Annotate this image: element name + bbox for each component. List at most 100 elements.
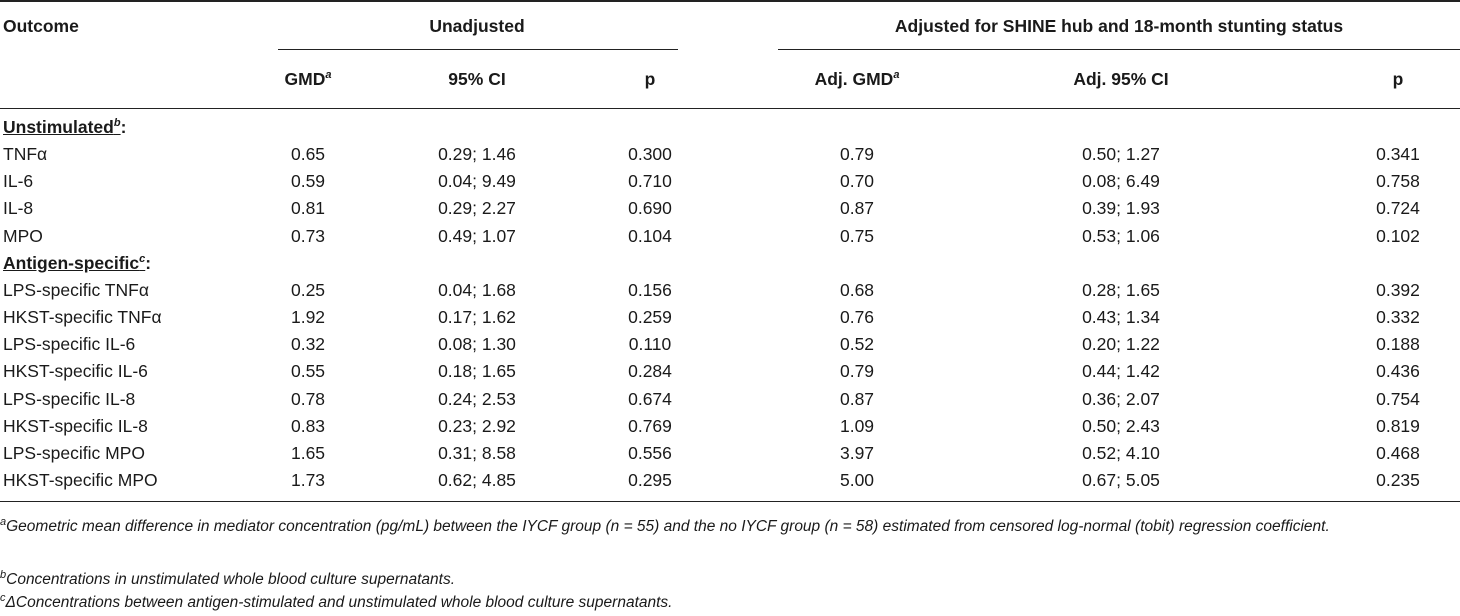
section-title-sup: c [139, 252, 146, 265]
gmd-cell: 0.83 [290, 415, 326, 436]
gmd-cell: 0.78 [290, 388, 326, 409]
adj-gmd-cell: 1.09 [839, 415, 875, 436]
adj-ci-cell: 0.50; 1.27 [1082, 144, 1160, 165]
row-outcome: HKST-specific IL-6 [3, 361, 148, 382]
section-title-sup: b [113, 117, 121, 130]
ci-cell: 0.29; 2.27 [438, 198, 516, 219]
col-adj-gmd-header-sup: a [893, 69, 900, 82]
adj-gmd-cell: 0.70 [839, 171, 875, 192]
adj-p-cell: 0.235 [1376, 469, 1420, 490]
p-cell: 0.710 [628, 171, 672, 192]
gmd-cell: 0.55 [290, 361, 326, 382]
row-outcome: LPS-specific MPO [3, 442, 145, 463]
row-outcome: HKST-specific TNFα [3, 307, 162, 328]
adj-p-cell: 0.468 [1376, 442, 1420, 463]
adj-gmd-cell: 0.52 [839, 334, 875, 355]
section-title: Antigen-specificc: [3, 252, 152, 273]
gmd-cell: 1.73 [290, 469, 326, 490]
ci-cell: 0.62; 4.85 [438, 469, 516, 490]
ci-cell: 0.08; 1.30 [438, 334, 516, 355]
p-cell: 0.259 [628, 307, 672, 328]
col-p-header: p [644, 69, 656, 89]
adj-p-cell: 0.188 [1376, 334, 1420, 355]
row-outcome: IL-8 [3, 198, 34, 219]
adj-ci-cell: 0.43; 1.34 [1082, 307, 1160, 328]
adj-gmd-cell: 0.79 [839, 144, 875, 165]
ci-cell: 0.04; 9.49 [438, 171, 516, 192]
ci-cell: 0.17; 1.62 [438, 307, 516, 328]
p-cell: 0.156 [628, 279, 672, 300]
footnote-c: cΔConcentrations between antigen-stimula… [0, 591, 673, 611]
table-top-rule [0, 0, 1460, 2]
ci-cell: 0.49; 1.07 [438, 225, 516, 246]
adj-gmd-cell: 5.00 [839, 469, 875, 490]
row-outcome: TNFα [3, 144, 48, 165]
col-adj-95ci-header: Adj. 95% CI [1073, 69, 1169, 89]
adj-p-cell: 0.436 [1376, 361, 1420, 382]
p-cell: 0.104 [628, 225, 672, 246]
gmd-cell: 1.65 [290, 442, 326, 463]
p-cell: 0.300 [628, 144, 672, 165]
p-cell: 0.690 [628, 198, 672, 219]
adj-p-cell: 0.758 [1376, 171, 1420, 192]
p-cell: 0.769 [628, 415, 672, 436]
footnote-sup: b [0, 568, 7, 581]
gmd-cell: 0.81 [290, 198, 326, 219]
adj-gmd-cell: 0.75 [839, 225, 875, 246]
header-group-adjusted: Adjusted for SHINE hub and 18-month stun… [894, 16, 1344, 36]
row-outcome: HKST-specific IL-8 [3, 415, 148, 436]
p-cell: 0.674 [628, 388, 672, 409]
adj-ci-cell: 0.67; 5.05 [1082, 469, 1160, 490]
adj-ci-cell: 0.08; 6.49 [1082, 171, 1160, 192]
adj-ci-cell: 0.39; 1.93 [1082, 198, 1160, 219]
unadjusted-group-rule [278, 49, 678, 50]
adj-ci-cell: 0.20; 1.22 [1082, 334, 1160, 355]
section-title-text: Antigen-specificc [3, 252, 146, 273]
section-title-text: Unstimulatedb [3, 117, 121, 137]
col-95ci-header: 95% CI [448, 69, 506, 89]
adj-ci-cell: 0.36; 2.07 [1082, 388, 1160, 409]
footnote-sup: c [0, 591, 6, 604]
adj-p-cell: 0.724 [1376, 198, 1420, 219]
gmd-cell: 0.59 [290, 171, 326, 192]
adj-p-cell: 0.392 [1376, 279, 1420, 300]
adj-gmd-cell: 0.76 [839, 307, 875, 328]
adj-gmd-cell: 3.97 [839, 442, 875, 463]
ci-cell: 0.31; 8.58 [438, 442, 516, 463]
adj-p-cell: 0.332 [1376, 307, 1420, 328]
ci-cell: 0.23; 2.92 [438, 415, 516, 436]
ci-cell: 0.24; 2.53 [438, 388, 516, 409]
gmd-cell: 0.65 [290, 144, 326, 165]
footnote-a: aGeometric mean difference in mediator c… [0, 515, 1330, 535]
header-bottom-rule [0, 108, 1460, 109]
adj-gmd-cell: 0.87 [839, 388, 875, 409]
adj-gmd-cell: 0.79 [839, 361, 875, 382]
adj-ci-cell: 0.52; 4.10 [1082, 442, 1160, 463]
header-group-unadjusted: Unadjusted [429, 16, 525, 36]
col-adj-gmd-header: Adj. GMDa [814, 69, 900, 89]
row-outcome: HKST-specific MPO [3, 469, 158, 490]
adj-p-cell: 0.819 [1376, 415, 1420, 436]
adj-gmd-cell: 0.68 [839, 279, 875, 300]
gmd-cell: 0.73 [290, 225, 326, 246]
header-outcome: Outcome [3, 16, 79, 36]
ci-cell: 0.04; 1.68 [438, 279, 516, 300]
p-cell: 0.556 [628, 442, 672, 463]
gmd-cell: 0.25 [290, 279, 326, 300]
section-title: Unstimulatedb: [3, 117, 127, 137]
footnote-b: bConcentrations in unstimulated whole bl… [0, 568, 456, 588]
row-outcome: IL-6 [3, 171, 34, 192]
ci-cell: 0.18; 1.65 [438, 361, 516, 382]
table-bottom-rule [0, 501, 1460, 503]
adj-ci-cell: 0.50; 2.43 [1082, 415, 1160, 436]
col-gmd-header-sup: a [325, 69, 332, 82]
row-outcome: MPO [3, 225, 43, 246]
row-outcome: LPS-specific TNFα [3, 279, 149, 300]
adj-ci-cell: 0.53; 1.06 [1082, 225, 1160, 246]
adj-gmd-cell: 0.87 [839, 198, 875, 219]
adj-ci-cell: 0.44; 1.42 [1082, 361, 1160, 382]
row-outcome: LPS-specific IL-8 [3, 388, 136, 409]
adj-ci-cell: 0.28; 1.65 [1082, 279, 1160, 300]
p-cell: 0.295 [628, 469, 672, 490]
p-cell: 0.284 [628, 361, 672, 382]
